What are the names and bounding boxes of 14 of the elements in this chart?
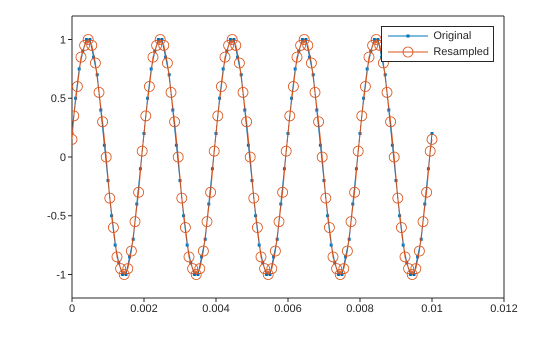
x-tick-label: 0 [68,302,76,315]
legend-label: Resampled [433,46,489,58]
x-tick-label: 0.006 [274,302,302,315]
x-tick-label: 0.012 [490,302,518,315]
x-tick-label: 0.01 [421,302,443,315]
y-tick-label: 0 [60,152,66,164]
y-tick-label: -1 [56,269,66,282]
y-tick-label: 1 [60,34,66,46]
x-tick-label: 0.004 [202,302,230,315]
x-tick-label: 0.002 [130,302,158,315]
y-tick-label: 0.5 [50,93,66,106]
x-tick-label: 0.008 [346,302,374,315]
y-tick-label: -0.5 [47,210,66,223]
legend-label: Original [433,30,472,42]
